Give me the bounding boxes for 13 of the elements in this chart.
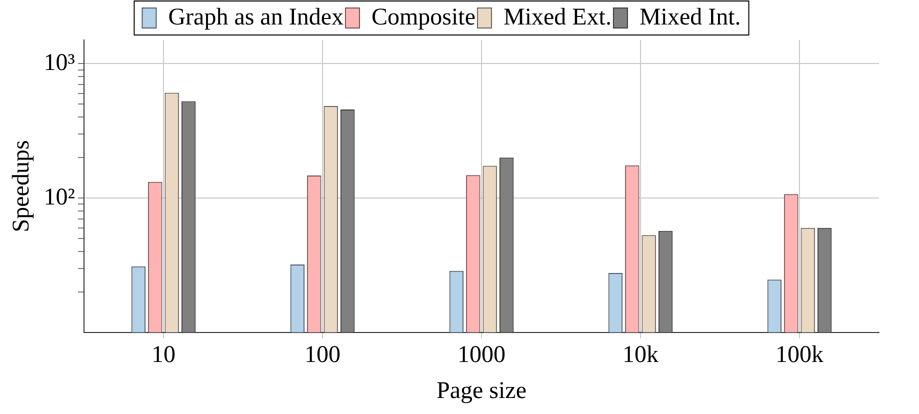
- x-tick-label: 100k: [776, 342, 824, 368]
- legend-label: Mixed Ext.: [503, 4, 612, 30]
- x-axis-title: Page size: [436, 378, 526, 404]
- y-axis-title: Speedups: [8, 140, 35, 232]
- x-tick-label: 100: [304, 342, 340, 368]
- x-tick-label: 10: [151, 342, 176, 368]
- x-tick-label: 1000: [458, 342, 506, 368]
- y-tick-label: 10³: [44, 50, 75, 76]
- y-tick-label: 10²: [44, 184, 75, 210]
- legend-label: Graph as an Index: [168, 4, 344, 30]
- legend-label: Composite: [371, 4, 476, 30]
- legend-label: Mixed Int.: [639, 4, 741, 30]
- x-tick-label: 10k: [622, 342, 658, 368]
